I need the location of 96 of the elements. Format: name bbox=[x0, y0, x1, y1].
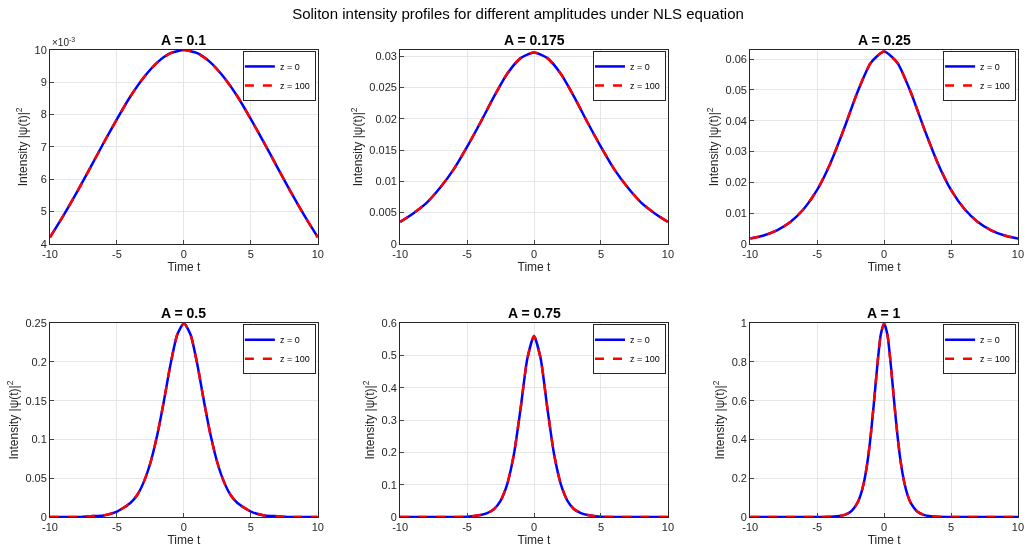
y-tick-label: 0.04 bbox=[725, 114, 747, 127]
x-tick-label: -10 bbox=[392, 521, 409, 534]
x-tick-label: -10 bbox=[392, 248, 409, 261]
x-tick-label: 10 bbox=[1011, 521, 1025, 534]
y-tick-label: 0.25 bbox=[25, 317, 47, 330]
x-tick-label: -10 bbox=[742, 521, 759, 534]
legend-label: z = 0 bbox=[980, 61, 1000, 72]
y-tick-label: 0.2 bbox=[381, 446, 397, 459]
y-tick-label: 0.005 bbox=[369, 206, 397, 219]
x-tick-label: 5 bbox=[597, 521, 605, 534]
chart-title: A = 0.175 bbox=[504, 32, 565, 48]
x-tick-label: 0 bbox=[180, 521, 187, 534]
y-tick-label: 6 bbox=[40, 173, 47, 186]
x-tick-label: 5 bbox=[947, 248, 955, 261]
y-tick-label: 0.2 bbox=[31, 355, 47, 368]
legend-label: z = 100 bbox=[980, 80, 1010, 91]
y-tick-label: 0.6 bbox=[381, 317, 397, 330]
legend-label: z = 0 bbox=[279, 61, 300, 72]
y-tick-label: 0.4 bbox=[381, 381, 397, 394]
y-tick-label: 0.8 bbox=[731, 355, 747, 368]
text: Soliton intensity profiles for different amplitudes under NLS equation bbox=[292, 4, 744, 22]
y-tick-label: 0.02 bbox=[725, 176, 747, 189]
x-tick-label: 0 bbox=[530, 521, 538, 534]
x-tick-label: 0 bbox=[180, 248, 187, 261]
y-tick-label: 0.05 bbox=[725, 83, 747, 96]
chart-title: A = 0.5 bbox=[161, 305, 207, 321]
x-tick-label: 0 bbox=[530, 248, 538, 261]
y-tick-label: 0.4 bbox=[731, 433, 747, 446]
y-tick-label: 0.03 bbox=[375, 50, 397, 63]
x-axis-title: Time t bbox=[517, 260, 552, 274]
x-tick-label: 5 bbox=[947, 521, 955, 534]
y-tick-label: 0.015 bbox=[369, 143, 397, 156]
y-tick-label: 0 bbox=[40, 510, 47, 523]
y-tick-label: 0 bbox=[740, 237, 747, 250]
x-axis-title: Time t bbox=[517, 533, 552, 548]
x-tick-label: -5 bbox=[812, 248, 823, 261]
x-tick-label: 10 bbox=[1011, 248, 1025, 261]
y-tick-label: 4 bbox=[40, 237, 47, 250]
x-tick-label: 10 bbox=[661, 248, 675, 261]
x-tick-label: 5 bbox=[597, 248, 605, 261]
x-tick-label: -10 bbox=[42, 521, 58, 534]
y-tick-label: 0.3 bbox=[381, 413, 397, 426]
chart-title: A = 0.25 bbox=[858, 32, 912, 48]
x-axis-title: Time t bbox=[867, 260, 902, 274]
x-tick-label: -5 bbox=[112, 521, 122, 534]
x-tick-label: 0 bbox=[881, 248, 888, 261]
legend-label: z = 0 bbox=[980, 335, 1000, 346]
y-tick-label: 0.01 bbox=[725, 206, 747, 219]
legend-label: z = 100 bbox=[629, 354, 660, 365]
y-tick-label: 10 bbox=[34, 43, 47, 56]
y-tick-label: 0 bbox=[390, 510, 397, 523]
x-tick-label: 0 bbox=[881, 521, 888, 534]
x-tick-label: 10 bbox=[311, 248, 324, 261]
legend-label: z = 0 bbox=[629, 61, 650, 72]
y-tick-label: 1 bbox=[740, 317, 747, 330]
x-tick-label: -10 bbox=[42, 248, 58, 261]
y-tick-label: 0.03 bbox=[725, 145, 747, 158]
legend-label: z = 100 bbox=[629, 80, 660, 91]
y-tick-label: 0.01 bbox=[375, 175, 397, 188]
legend-label: z = 100 bbox=[279, 354, 310, 365]
y-tick-label: 0.02 bbox=[375, 112, 397, 125]
x-tick-label: -5 bbox=[112, 248, 122, 261]
y-tick-label: 0.5 bbox=[381, 349, 397, 362]
y-tick-label: 0 bbox=[390, 237, 397, 250]
x-tick-label: -10 bbox=[742, 248, 759, 261]
x-tick-label: 10 bbox=[311, 521, 324, 534]
legend-label: z = 0 bbox=[279, 335, 300, 346]
y-tick-label: 0 bbox=[740, 510, 747, 523]
text: ×10$^{-3}$ bbox=[52, 36, 76, 49]
y-tick-label: 5 bbox=[40, 205, 47, 218]
y-tick-label: 0.2 bbox=[731, 472, 747, 485]
y-tick-label: 0.06 bbox=[725, 53, 747, 66]
chart-title: A = 0.75 bbox=[508, 305, 562, 321]
y-tick-label: 0.6 bbox=[731, 394, 747, 407]
y-tick-label: 8 bbox=[40, 108, 47, 121]
chart-title: A = 0.1 bbox=[161, 32, 207, 48]
y-tick-label: 0.1 bbox=[381, 478, 397, 491]
x-tick-label: -5 bbox=[812, 521, 823, 534]
y-tick-label: 7 bbox=[40, 140, 47, 153]
x-tick-label: -5 bbox=[462, 521, 472, 534]
chart-title: A = 1 bbox=[867, 305, 901, 321]
y-tick-label: 0.025 bbox=[369, 81, 397, 94]
x-tick-label: 5 bbox=[247, 248, 254, 261]
y-tick-label: 0.1 bbox=[31, 433, 47, 446]
y-tick-label: 9 bbox=[40, 76, 47, 89]
legend-label: z = 100 bbox=[980, 354, 1010, 365]
x-axis-title: Time t bbox=[167, 533, 202, 548]
y-tick-label: 0.05 bbox=[25, 472, 47, 485]
x-tick-label: -5 bbox=[462, 248, 472, 261]
x-axis-title: Time t bbox=[167, 260, 202, 274]
x-tick-label: 10 bbox=[661, 521, 675, 534]
x-axis-title: Time t bbox=[867, 533, 902, 548]
x-tick-label: 5 bbox=[247, 521, 254, 534]
y-tick-label: 0.15 bbox=[25, 394, 47, 407]
legend-label: z = 0 bbox=[629, 335, 650, 346]
legend-label: z = 100 bbox=[279, 80, 310, 91]
